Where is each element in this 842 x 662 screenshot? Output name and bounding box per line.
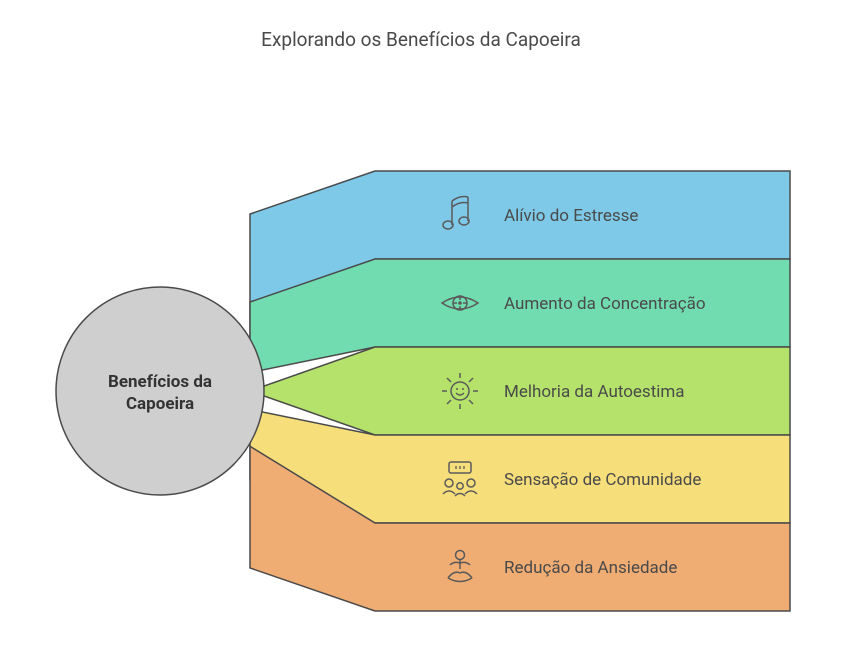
band-label-0: Alívio do Estresse [504, 206, 638, 226]
band-label-1: Aumento da Concentração [504, 294, 706, 314]
band-label-3: Sensação de Comunidade [504, 470, 701, 490]
page-title: Explorando os Benefícios da Capoeira [0, 0, 842, 51]
band-label-4: Redução da Ansiedade [504, 558, 677, 578]
diagram-svg: Alívio do Estresse Aumento da Concentraçã… [0, 51, 842, 661]
center-label-line1: Benefícios da [108, 372, 212, 392]
band-label-2: Melhoria da Autoestima [504, 382, 685, 402]
center-label-line2: Capoeira [126, 394, 194, 414]
